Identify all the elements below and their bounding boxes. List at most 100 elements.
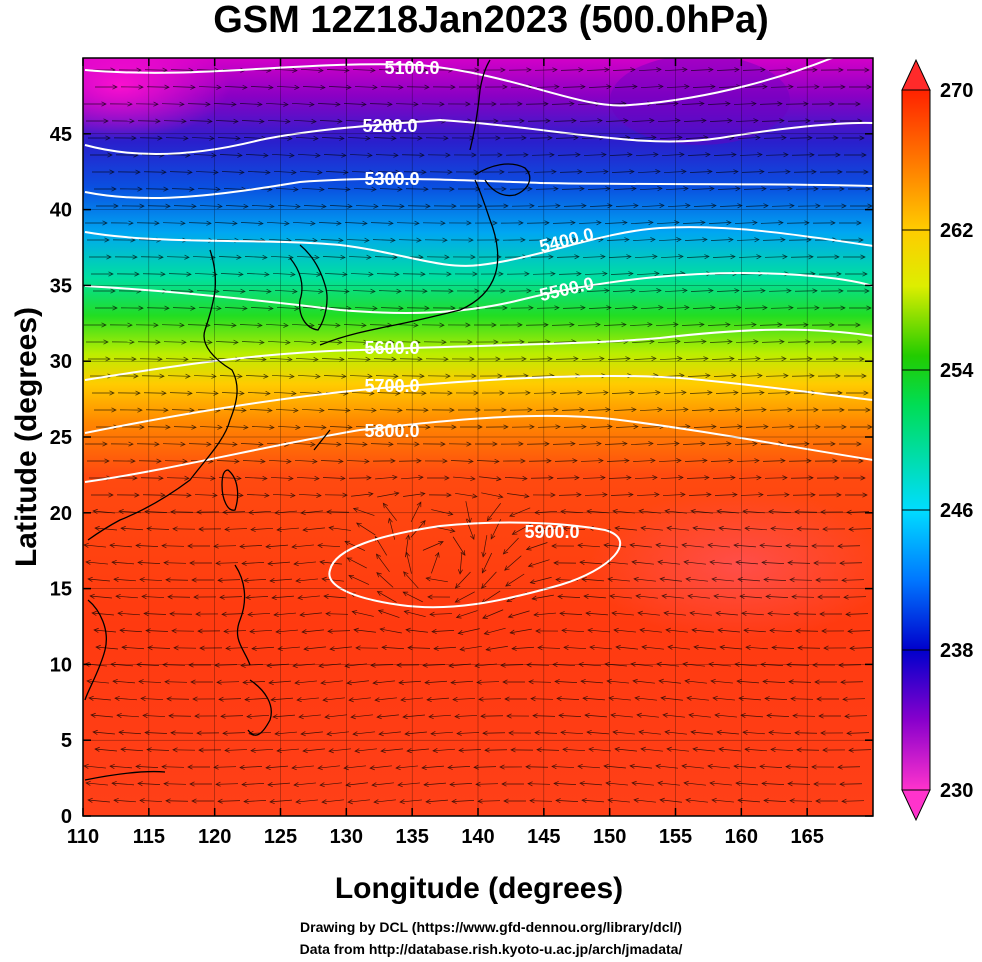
streamline-segment (273, 171, 297, 173)
wind-arrowhead (247, 611, 253, 617)
streamline-segment (604, 765, 626, 769)
wind-arrowhead (867, 424, 873, 430)
streamline-segment (188, 222, 212, 224)
wind-arrowhead (291, 544, 297, 550)
wind-arrowhead (819, 611, 825, 617)
wind-arrowhead (257, 101, 263, 107)
wind-arrowhead (789, 577, 795, 583)
wind-arrowhead (273, 612, 279, 618)
wind-arrowhead (626, 475, 632, 481)
streamline-segment (194, 273, 218, 275)
streamline-segment (321, 137, 345, 139)
wind-arrowhead (355, 645, 361, 651)
streamline-segment (244, 698, 268, 700)
streamline-segment (269, 680, 291, 684)
wind-arrowhead (310, 220, 316, 226)
streamline-segment (265, 103, 289, 105)
wind-arrowhead (302, 527, 308, 533)
streamline-segment (298, 494, 322, 496)
wind-arrowhead (449, 781, 455, 787)
wind-arrowhead (155, 339, 161, 345)
wind-arrowhead (339, 135, 345, 141)
wind-arrowhead (416, 237, 422, 243)
wind-arrowhead (271, 595, 277, 601)
streamline-segment (560, 290, 584, 292)
wind-arrowhead (525, 545, 532, 551)
streamline-segment (371, 341, 395, 343)
wind-arrowhead (317, 765, 323, 771)
streamline-segment (848, 749, 872, 751)
streamline-segment (369, 324, 393, 326)
streamline-segment (351, 171, 375, 173)
streamline-segment (245, 595, 269, 599)
streamline-segment (329, 426, 353, 428)
streamline-segment (173, 205, 197, 207)
wind-arrowhead (395, 765, 401, 771)
streamline-segment (454, 715, 478, 717)
wind-arrowhead (239, 764, 245, 770)
streamline-segment (304, 646, 326, 650)
wind-arrowhead (419, 152, 425, 158)
streamline-segment (323, 375, 347, 377)
streamline-segment (793, 613, 817, 615)
streamline-segment (165, 358, 189, 360)
wind-arrowhead (441, 339, 447, 345)
wind-arrowhead (832, 458, 838, 464)
streamline-segment (402, 273, 426, 275)
streamline-segment (388, 518, 396, 540)
streamline-segment (614, 86, 638, 88)
colorbar-tick-label: 262 (940, 220, 973, 242)
streamline-segment (301, 188, 325, 190)
streamline-segment (762, 239, 786, 241)
wind-arrowhead (424, 305, 430, 311)
wind-arrowhead (380, 748, 386, 754)
wind-arrowhead (439, 101, 445, 107)
wind-arrowhead (526, 67, 532, 73)
streamline-segment (585, 392, 609, 394)
wind-arrowhead (292, 288, 298, 294)
streamline-segment (551, 324, 575, 326)
streamline-segment (482, 535, 488, 557)
streamline-segment (422, 765, 444, 769)
wind-arrowhead (292, 67, 298, 73)
wind-arrowhead (108, 271, 114, 277)
streamline-segment (291, 103, 315, 105)
streamline-segment (486, 645, 508, 651)
wind-arrowhead (651, 356, 657, 362)
streamline-segment (220, 715, 244, 717)
colorbar-tick-label: 270 (940, 80, 973, 102)
wind-arrowhead (267, 407, 273, 413)
wind-arrowhead (735, 559, 741, 565)
wind-arrowhead (607, 576, 613, 582)
streamline-segment (239, 324, 263, 326)
wind-arrowhead (548, 475, 554, 481)
streamline-segment (352, 290, 376, 292)
wind-arrowhead (649, 339, 655, 345)
streamline-segment (525, 324, 549, 326)
wind-arrowhead (101, 322, 107, 328)
wind-arrowhead (632, 305, 638, 311)
streamline-segment (295, 358, 319, 360)
wind-arrowhead (378, 731, 384, 737)
wind-arrowhead (578, 67, 584, 73)
streamline-segment (848, 528, 872, 530)
wind-arrowhead (449, 186, 455, 192)
wind-arrowhead (738, 695, 744, 701)
streamline-segment (666, 86, 690, 88)
wind-arrowhead (294, 680, 300, 686)
streamline-segment (268, 239, 292, 241)
wind-arrowhead (833, 356, 839, 362)
streamline-segment (300, 290, 324, 292)
streamline-segment (560, 510, 584, 514)
streamline-segment (375, 375, 399, 377)
streamline-segment (610, 595, 632, 599)
wind-arrowhead (285, 118, 291, 124)
streamline-segment (658, 782, 680, 786)
streamline-segment (456, 732, 480, 734)
wind-arrowhead (270, 697, 276, 703)
wind-arrowhead (217, 203, 223, 209)
wind-arrowhead (233, 339, 239, 345)
streamline-segment (251, 205, 275, 207)
streamline-segment (222, 290, 246, 292)
streamline-segment (277, 205, 301, 207)
